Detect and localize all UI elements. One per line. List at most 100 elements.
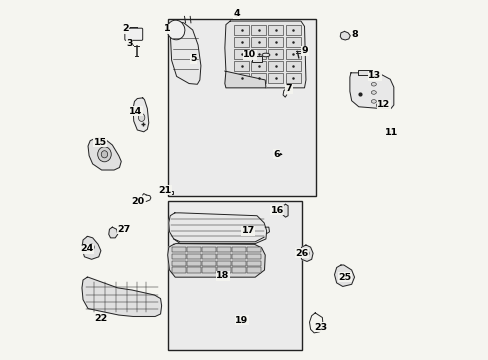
Bar	[251, 73, 266, 83]
Bar	[217, 267, 230, 273]
Bar	[232, 261, 245, 266]
Bar	[357, 70, 371, 75]
Text: 13: 13	[367, 71, 381, 80]
Bar	[217, 254, 230, 259]
Polygon shape	[170, 22, 201, 84]
Bar	[285, 73, 300, 83]
Bar	[251, 61, 266, 71]
Bar	[172, 267, 185, 273]
Ellipse shape	[370, 82, 376, 86]
Text: 20: 20	[131, 197, 144, 206]
Ellipse shape	[166, 20, 184, 40]
Bar	[232, 254, 245, 259]
Bar	[268, 49, 283, 59]
Text: 6: 6	[273, 150, 280, 159]
Text: 18: 18	[216, 271, 229, 280]
Bar	[268, 37, 283, 47]
Polygon shape	[168, 213, 266, 244]
Text: 11: 11	[384, 129, 398, 138]
Polygon shape	[283, 204, 287, 217]
Text: 10: 10	[243, 50, 256, 59]
Bar	[232, 247, 245, 252]
Text: 24: 24	[80, 244, 93, 253]
Bar	[268, 24, 283, 35]
Bar	[268, 73, 283, 83]
Ellipse shape	[138, 113, 144, 121]
Bar	[202, 247, 215, 252]
Ellipse shape	[89, 244, 94, 250]
Bar	[167, 19, 315, 196]
Text: 27: 27	[117, 225, 130, 234]
Polygon shape	[167, 244, 264, 277]
Polygon shape	[82, 237, 101, 259]
Bar	[217, 247, 230, 252]
Bar	[167, 202, 301, 350]
Text: 2: 2	[122, 24, 129, 33]
Text: 25: 25	[338, 273, 351, 282]
FancyBboxPatch shape	[124, 28, 142, 40]
Bar	[234, 61, 248, 71]
Ellipse shape	[304, 250, 308, 256]
Bar	[167, 191, 173, 194]
Polygon shape	[133, 98, 148, 132]
Polygon shape	[108, 227, 118, 238]
Polygon shape	[349, 73, 393, 109]
Ellipse shape	[370, 91, 376, 94]
Bar	[187, 261, 200, 266]
Bar	[285, 61, 300, 71]
Text: 17: 17	[241, 226, 254, 235]
Bar	[187, 267, 200, 273]
Bar	[247, 247, 261, 252]
Bar	[247, 267, 261, 273]
Bar	[252, 56, 262, 62]
Bar	[217, 261, 230, 266]
Text: 4: 4	[233, 9, 240, 18]
Ellipse shape	[370, 100, 376, 103]
Text: 3: 3	[126, 39, 132, 48]
Bar	[247, 254, 261, 259]
Bar	[268, 61, 283, 71]
Bar	[234, 73, 248, 83]
Bar	[251, 24, 266, 35]
Bar	[234, 49, 248, 59]
Bar	[285, 37, 300, 47]
Text: 7: 7	[285, 84, 292, 93]
Polygon shape	[340, 31, 349, 40]
Bar	[285, 49, 300, 59]
Bar	[187, 254, 200, 259]
Bar	[202, 261, 215, 266]
Bar	[187, 247, 200, 252]
Ellipse shape	[98, 147, 111, 162]
Polygon shape	[82, 277, 162, 316]
Text: 8: 8	[350, 31, 357, 40]
Bar	[251, 49, 266, 59]
Bar	[251, 37, 266, 47]
Bar	[202, 267, 215, 273]
Bar	[172, 254, 185, 259]
Text: 9: 9	[301, 46, 308, 55]
Ellipse shape	[101, 151, 107, 158]
Polygon shape	[299, 245, 312, 261]
Polygon shape	[224, 71, 265, 88]
Bar	[172, 247, 185, 252]
Polygon shape	[88, 138, 121, 170]
Text: 5: 5	[190, 54, 197, 63]
Bar	[202, 254, 215, 259]
Text: 15: 15	[93, 138, 106, 147]
Bar	[234, 24, 248, 35]
Text: 22: 22	[94, 314, 107, 323]
Text: 1: 1	[164, 24, 171, 33]
Bar	[247, 261, 261, 266]
Bar	[285, 24, 300, 35]
Text: 14: 14	[129, 107, 142, 116]
Text: 16: 16	[270, 206, 284, 215]
Polygon shape	[334, 265, 354, 287]
Bar	[234, 37, 248, 47]
Text: 21: 21	[158, 185, 171, 194]
Ellipse shape	[262, 53, 269, 57]
Text: 19: 19	[235, 315, 248, 324]
Text: 23: 23	[314, 323, 327, 332]
Polygon shape	[224, 21, 305, 88]
Polygon shape	[376, 103, 383, 108]
Bar	[232, 267, 245, 273]
